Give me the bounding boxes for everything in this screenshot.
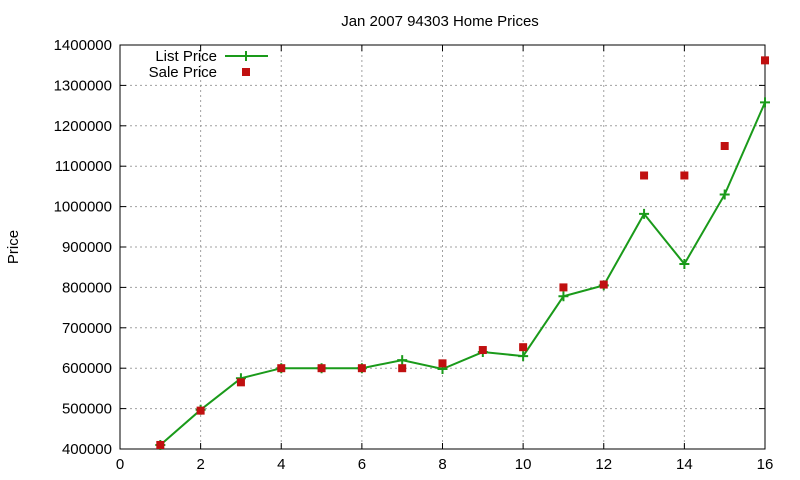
x-tick-label: 8 [438, 456, 446, 473]
list-price-point [679, 258, 690, 269]
y-tick-label: 1300000 [54, 77, 112, 94]
list-price-point [639, 208, 650, 219]
series-layer [155, 56, 770, 450]
axis-ticks: 0 2 4 6 8 10 12 14 16 400000 500000 600000 700000 800… [54, 37, 774, 473]
chart-title: Jan 2007 94303 Home Prices [341, 13, 539, 30]
list-price-line [159, 101, 766, 446]
sale-price-point [640, 171, 649, 180]
legend-label: List Price [155, 48, 217, 65]
series-sale-price [156, 56, 769, 449]
y-tick-label: 500000 [62, 401, 112, 418]
x-tick-label: 10 [515, 456, 532, 473]
series-list-price [155, 97, 770, 450]
sale-price-point [599, 280, 608, 289]
sale-price-point [317, 364, 326, 373]
sale-price-point [761, 56, 769, 65]
x-tick-label: 4 [277, 456, 285, 473]
sale-price-point [478, 346, 487, 355]
legend-point-sample [241, 51, 251, 61]
sale-price-point [559, 283, 568, 292]
sale-price-point [720, 142, 729, 150]
list-price-point [760, 97, 770, 108]
sale-price-point [196, 406, 205, 415]
y-tick-label: 600000 [62, 360, 112, 377]
list-price-point [518, 351, 529, 362]
legend-point-sample [242, 68, 250, 76]
plot-frame [119, 44, 766, 450]
grid [120, 45, 765, 449]
y-axis-label: Price [5, 230, 22, 264]
x-tick-label: 16 [757, 456, 774, 473]
y-tick-label: 700000 [62, 320, 112, 337]
sale-price-point [156, 440, 165, 449]
list-price-point [719, 189, 730, 200]
y-tick-label: 1400000 [54, 37, 112, 54]
x-tick-label: 0 [116, 456, 124, 473]
sale-price-point [236, 378, 245, 387]
y-tick-label: 1100000 [55, 158, 112, 175]
sale-price-point [277, 364, 286, 373]
y-tick-label: 400000 [62, 441, 112, 458]
y-tick-label: 1200000 [54, 118, 112, 135]
y-tick-label: 800000 [62, 279, 112, 296]
y-tick-label: 900000 [62, 239, 112, 256]
legend-label: Sale Price [149, 64, 217, 81]
sale-price-point [398, 364, 407, 373]
x-tick-label: 12 [595, 456, 612, 473]
sale-price-point [519, 343, 528, 352]
x-tick-label: 6 [358, 456, 366, 473]
list-price-point [397, 355, 408, 366]
x-tick-label: 2 [196, 456, 204, 473]
y-tick-label: 1000000 [54, 199, 112, 216]
sale-price-point [438, 359, 447, 368]
sale-price-point [680, 171, 689, 180]
sale-price-point [357, 364, 366, 373]
list-price-point [558, 291, 569, 302]
x-tick-label: 14 [676, 456, 693, 473]
